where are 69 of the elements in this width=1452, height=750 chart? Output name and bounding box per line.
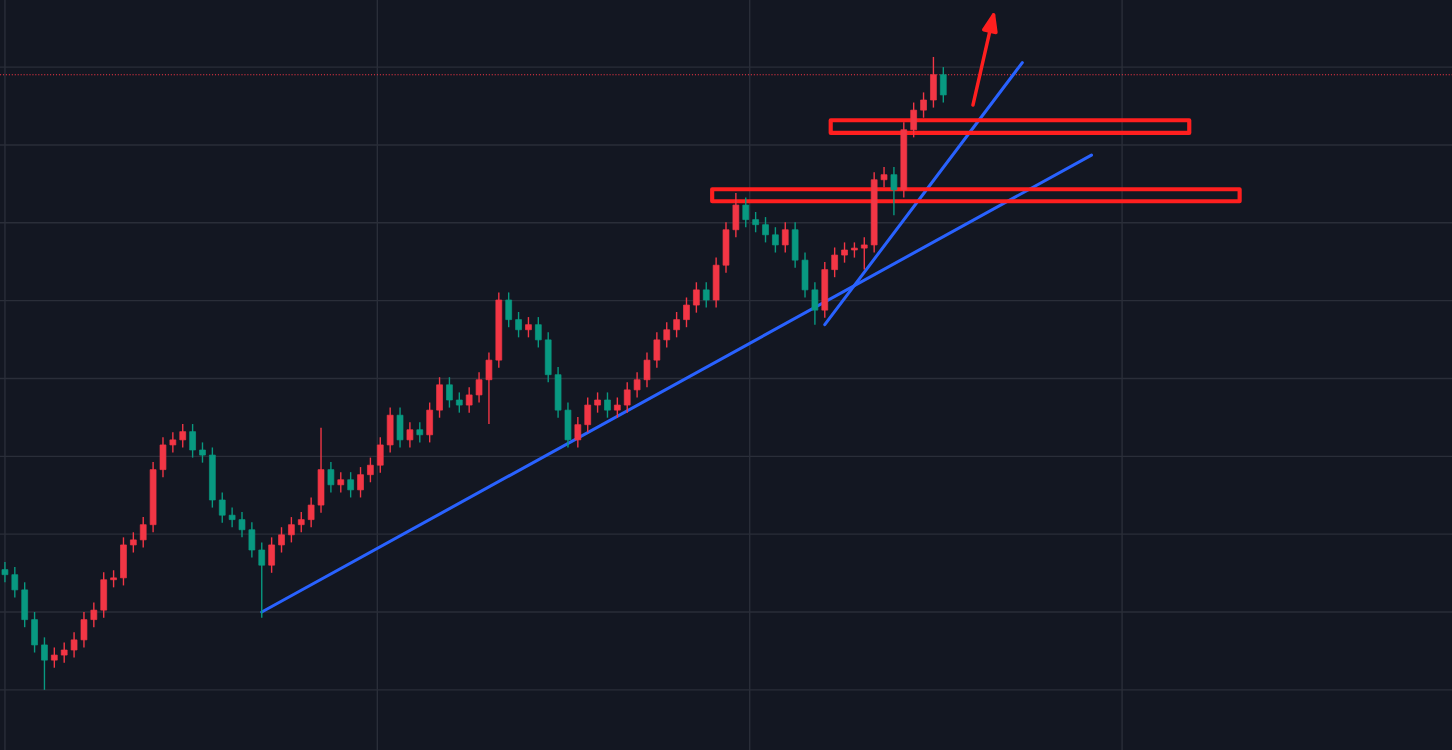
candlestick	[633, 371, 641, 399]
candlestick	[693, 281, 700, 314]
candlestick	[288, 516, 295, 544]
candlestick	[268, 536, 275, 574]
candlestick	[920, 91, 927, 119]
candlestick	[189, 423, 196, 459]
candlestick	[535, 316, 542, 349]
candlestick	[515, 311, 522, 339]
candlestick	[465, 386, 473, 414]
candlestick	[258, 541, 266, 619]
candlestick	[772, 226, 779, 254]
candlestick	[811, 281, 819, 326]
candlestick	[663, 321, 671, 349]
candlestick	[1, 561, 9, 583]
candlestick	[485, 351, 493, 425]
candlestick	[139, 516, 147, 549]
candlestick	[752, 211, 759, 233]
candlestick	[406, 421, 414, 449]
candlestick	[604, 391, 611, 419]
candlestick	[505, 291, 513, 328]
candlestick	[880, 166, 888, 189]
candlestick	[199, 441, 206, 464]
candlestick	[939, 66, 947, 104]
candlestick	[781, 221, 789, 254]
candlestick	[446, 376, 453, 409]
candlestick	[594, 391, 601, 414]
candlestick	[80, 611, 88, 649]
candlestick	[367, 456, 374, 483]
candlestick	[673, 311, 680, 339]
candlestick	[179, 423, 187, 449]
candlestick	[238, 511, 246, 539]
candlestick	[683, 296, 690, 328]
candlestick	[228, 506, 236, 528]
candlestick	[60, 641, 68, 664]
candlestick	[130, 531, 137, 554]
candlestick	[347, 471, 354, 499]
candlestick	[702, 281, 710, 309]
candlestick	[614, 396, 621, 419]
candlestick	[623, 381, 631, 414]
candlestick	[653, 331, 661, 369]
candlestick	[337, 471, 345, 494]
candlestick	[357, 466, 364, 499]
candlestick	[218, 491, 226, 524]
candlestick	[41, 636, 48, 691]
candlestick	[278, 526, 285, 554]
candlestick	[584, 396, 592, 433]
candlestick	[90, 601, 98, 628]
candlestick	[376, 436, 384, 474]
candlestick	[574, 416, 582, 449]
candlestick	[455, 391, 463, 414]
candlestick	[762, 216, 769, 244]
candlestick	[307, 496, 315, 528]
candlestick	[51, 646, 58, 669]
candlestick	[297, 511, 305, 533]
candlestick	[742, 196, 750, 228]
candlestick	[643, 351, 651, 389]
candlestick	[860, 236, 868, 271]
candlestick	[416, 421, 424, 444]
candlestick	[169, 431, 177, 454]
candlestick	[841, 241, 848, 264]
candlestick	[475, 371, 483, 404]
candlestick	[910, 101, 917, 139]
candlestick	[248, 521, 256, 559]
candlestick	[831, 246, 838, 278]
candlestick	[327, 461, 335, 494]
candlestick	[11, 566, 19, 599]
candlestick	[70, 631, 78, 659]
candlestick	[890, 166, 898, 216]
candlestick	[525, 316, 532, 339]
